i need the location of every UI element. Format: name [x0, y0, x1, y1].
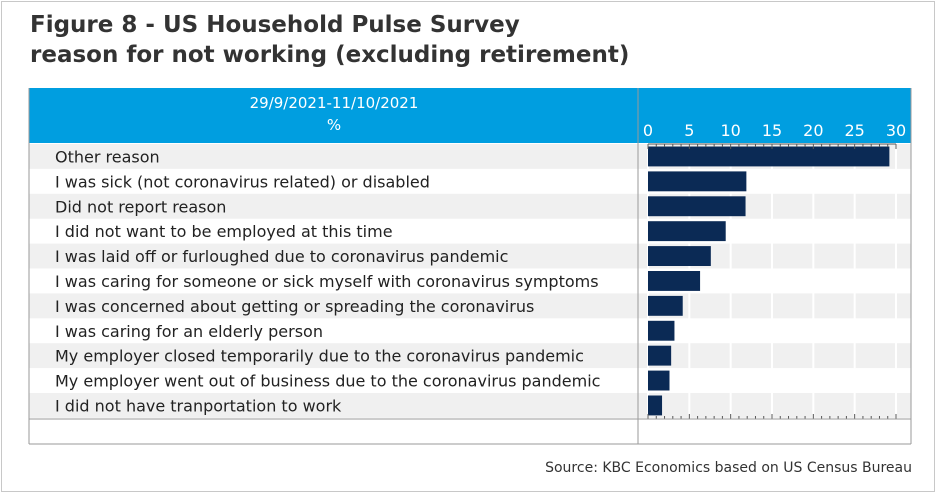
bar	[648, 295, 683, 316]
category-label: My employer closed temporarily due to th…	[55, 347, 584, 366]
x-axis-ticks: 0 5 10 15 20 25 30	[643, 121, 906, 140]
x-tick-label: 15	[762, 121, 782, 140]
bar	[648, 196, 746, 217]
title-line-1: Figure 8 - US Household Pulse Survey	[30, 12, 520, 38]
x-tick-label: 10	[720, 121, 740, 140]
bar	[648, 221, 726, 242]
category-label: I was caring for someone or sick myself …	[55, 272, 599, 291]
x-tick-label: 5	[684, 121, 694, 140]
category-label: I was laid off or furloughed due to coro…	[55, 247, 508, 266]
bar	[648, 146, 890, 167]
category-label: My employer went out of business due to …	[55, 372, 600, 391]
category-label: I was concerned about getting or spreadi…	[55, 297, 534, 316]
category-label: Did not report reason	[55, 197, 226, 216]
source-note: Source: KBC Economics based on US Census…	[545, 460, 912, 476]
bar	[648, 345, 672, 366]
category-label: I was caring for an elderly person	[55, 322, 323, 341]
bar	[648, 370, 670, 391]
title-line-2: reason for not working (excluding retire…	[30, 42, 630, 68]
bar	[648, 171, 747, 192]
category-label: I was sick (not coronavirus related) or …	[55, 172, 430, 191]
x-tick-label: 20	[803, 121, 823, 140]
row-band	[29, 343, 911, 369]
row-band	[29, 243, 911, 269]
x-tick-label: 0	[643, 121, 653, 140]
bars	[648, 146, 890, 416]
chart-title: Figure 8 - US Household Pulse Survey rea…	[30, 10, 629, 70]
x-tick-label: 25	[844, 121, 864, 140]
category-label: Other reason	[55, 147, 160, 166]
row-band	[29, 293, 911, 319]
column-header-date: 29/9/2021-11/10/2021	[250, 94, 419, 112]
category-labels: Other reason I was sick (not coronavirus …	[55, 147, 600, 415]
header-bar	[29, 88, 911, 143]
bar	[648, 320, 675, 341]
category-label: I did not have tranportation to work	[55, 396, 342, 415]
row-band	[29, 193, 911, 219]
bar	[648, 395, 663, 416]
category-label: I did not want to be employed at this ti…	[55, 222, 393, 241]
column-header-unit: %	[327, 116, 341, 134]
bar	[648, 246, 711, 266]
x-tick-label: 30	[886, 121, 906, 140]
row-band	[29, 393, 911, 418]
bar	[648, 271, 701, 291]
